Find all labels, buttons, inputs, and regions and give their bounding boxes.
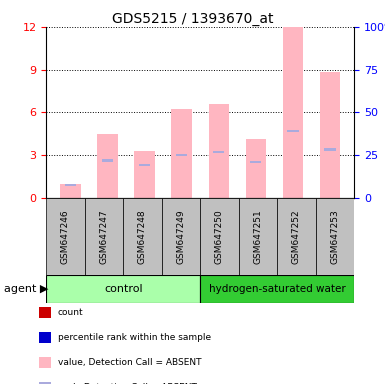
Text: GSM647251: GSM647251 (253, 209, 263, 264)
Bar (46, 198, 85, 275)
Text: GSM647249: GSM647249 (176, 209, 186, 264)
Bar (46, 275, 200, 303)
Bar (39, 333, 51, 343)
Text: GSM647247: GSM647247 (99, 209, 109, 264)
Bar (277, 198, 316, 275)
Bar (250, 161, 261, 164)
Text: rank, Detection Call = ABSENT: rank, Detection Call = ABSENT (58, 383, 197, 384)
Bar (209, 104, 229, 198)
Bar (287, 129, 298, 132)
Text: GSM647252: GSM647252 (292, 209, 301, 264)
Bar (320, 73, 340, 198)
Bar (134, 151, 155, 198)
Text: percentile rank within the sample: percentile rank within the sample (58, 333, 211, 343)
Bar (97, 134, 118, 198)
Bar (325, 148, 336, 151)
Bar (60, 184, 80, 198)
Bar (239, 198, 277, 275)
Text: control: control (104, 284, 142, 294)
Bar (39, 382, 51, 384)
Bar (39, 358, 51, 368)
Bar (176, 154, 187, 156)
Text: GSM647246: GSM647246 (61, 209, 70, 264)
Text: GSM647253: GSM647253 (330, 209, 340, 264)
Bar (316, 198, 354, 275)
Text: agent ▶: agent ▶ (4, 284, 48, 294)
Bar (139, 164, 150, 166)
Bar (171, 109, 192, 198)
Text: value, Detection Call = ABSENT: value, Detection Call = ABSENT (58, 358, 201, 367)
Text: count: count (58, 308, 84, 318)
Bar (162, 198, 200, 275)
Text: hydrogen-saturated water: hydrogen-saturated water (209, 284, 346, 294)
Bar (200, 198, 239, 275)
Bar (65, 184, 76, 186)
Text: GDS5215 / 1393670_at: GDS5215 / 1393670_at (112, 12, 273, 25)
Bar (200, 275, 354, 303)
Text: GSM647250: GSM647250 (215, 209, 224, 264)
Bar (39, 308, 51, 318)
Bar (102, 159, 113, 162)
Bar (213, 151, 224, 154)
Text: GSM647248: GSM647248 (138, 209, 147, 264)
Bar (246, 139, 266, 198)
Bar (123, 198, 162, 275)
Bar (283, 27, 303, 198)
Bar (85, 198, 123, 275)
